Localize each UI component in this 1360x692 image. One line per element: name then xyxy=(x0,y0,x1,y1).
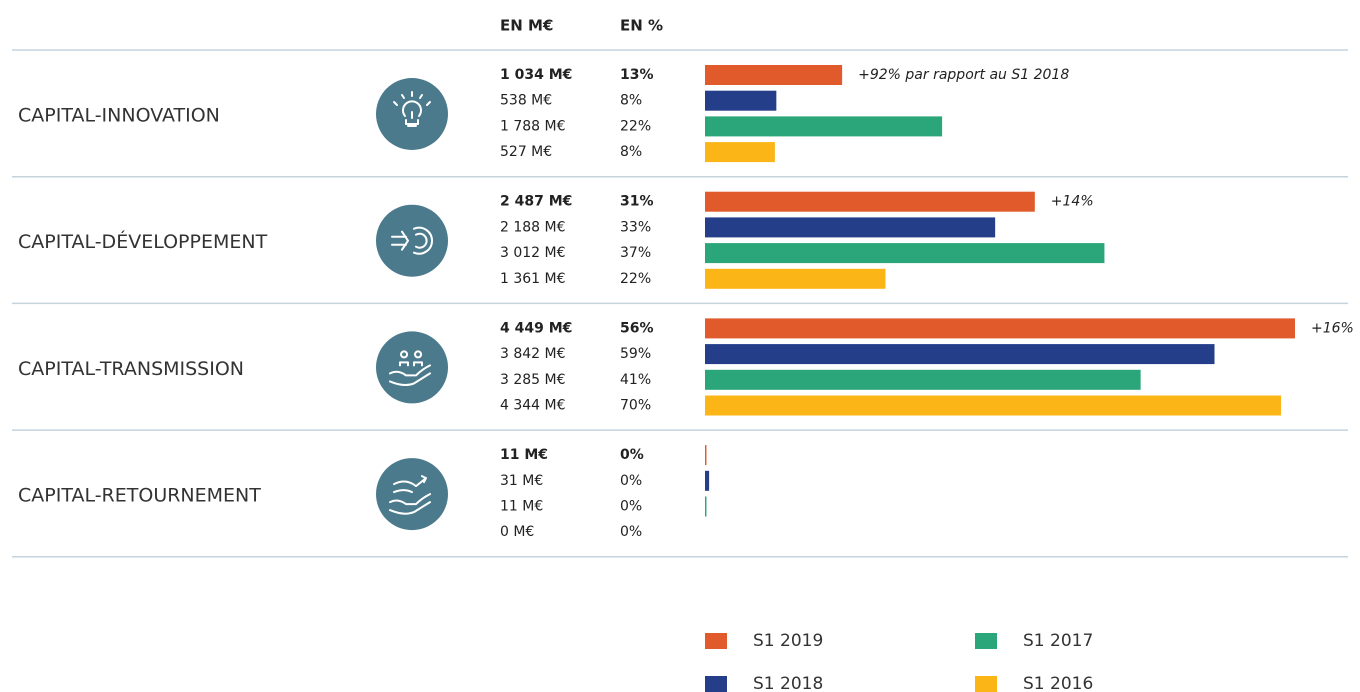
icon-circle xyxy=(376,204,448,277)
icon-glyph xyxy=(391,226,433,255)
icon xyxy=(376,458,448,531)
value-label: 527 M€ xyxy=(500,144,552,160)
share-label: 56% xyxy=(620,320,654,336)
category-label: CAPITAL-INNOVATION xyxy=(18,105,220,127)
bar xyxy=(705,445,707,466)
share-label: 22% xyxy=(620,271,651,287)
bar xyxy=(705,344,1215,365)
legend-label: S1 2018 xyxy=(753,674,823,692)
value-label: 2 188 M€ xyxy=(500,219,566,235)
category-label: CAPITAL-DÉVELOPPEMENT xyxy=(18,230,268,253)
value-label: 3 012 M€ xyxy=(500,245,566,261)
bar xyxy=(705,318,1295,339)
share-label: 8% xyxy=(620,93,642,109)
value-label: 31 M€ xyxy=(500,473,543,489)
annotation: +92% par rapport au S1 2018 xyxy=(858,67,1069,83)
value-label: 0 M€ xyxy=(500,524,534,540)
value-label: 3 285 M€ xyxy=(500,372,566,388)
share-label: 41% xyxy=(620,372,651,388)
share-label: 31% xyxy=(620,194,654,210)
legend-label: S1 2016 xyxy=(1023,674,1093,692)
value-label: 11 M€ xyxy=(500,499,543,515)
share-label: 0% xyxy=(620,499,642,515)
share-label: 22% xyxy=(620,118,651,134)
bar xyxy=(705,116,943,137)
share-label: 8% xyxy=(620,144,642,160)
legend-swatch xyxy=(975,676,997,692)
icon xyxy=(376,331,448,404)
column-header: EN % xyxy=(620,17,663,35)
annotation: +14% xyxy=(1051,194,1094,210)
icon-glyph xyxy=(393,91,431,127)
value-label: 1 034 M€ xyxy=(500,67,572,83)
value-label: 2 487 M€ xyxy=(500,194,572,210)
bar xyxy=(705,470,710,491)
legend-swatch xyxy=(705,633,727,649)
bar xyxy=(705,369,1141,390)
icon-glyph xyxy=(389,350,431,386)
icon-circle xyxy=(376,331,448,404)
icon-circle xyxy=(376,458,448,531)
icon-glyph xyxy=(389,475,431,515)
bar xyxy=(705,243,1105,264)
icon xyxy=(376,204,448,277)
value-label: 4 344 M€ xyxy=(500,398,566,414)
legend-swatch xyxy=(705,676,727,692)
bar xyxy=(705,268,886,289)
value-label: 3 842 M€ xyxy=(500,346,566,362)
icon xyxy=(376,78,448,150)
share-label: 0% xyxy=(620,473,642,489)
bar xyxy=(705,65,843,85)
category-label: CAPITAL-TRANSMISSION xyxy=(18,358,244,380)
column-header: EN M€ xyxy=(500,17,553,35)
value-label: 1 361 M€ xyxy=(500,271,566,287)
bar xyxy=(705,90,777,111)
value-label: 4 449 M€ xyxy=(500,320,572,336)
category-label: CAPITAL-RETOURNEMENT xyxy=(18,485,261,507)
share-label: 0% xyxy=(620,447,644,463)
bar xyxy=(705,142,775,163)
bar xyxy=(705,395,1282,416)
bar xyxy=(705,217,996,238)
share-label: 13% xyxy=(620,67,654,83)
legend-label: S1 2017 xyxy=(1023,631,1093,651)
share-label: 59% xyxy=(620,346,651,362)
legend-swatch xyxy=(975,633,997,649)
legend-label: S1 2019 xyxy=(753,631,823,651)
share-label: 37% xyxy=(620,245,651,261)
value-label: 1 788 M€ xyxy=(500,118,566,134)
share-label: 0% xyxy=(620,524,642,540)
share-label: 33% xyxy=(620,219,651,235)
value-label: 11 M€ xyxy=(500,447,548,463)
share-label: 70% xyxy=(620,398,651,414)
bar xyxy=(705,191,1035,212)
annotation: +16% xyxy=(1311,320,1354,336)
bar xyxy=(705,496,707,517)
value-label: 538 M€ xyxy=(500,93,552,109)
